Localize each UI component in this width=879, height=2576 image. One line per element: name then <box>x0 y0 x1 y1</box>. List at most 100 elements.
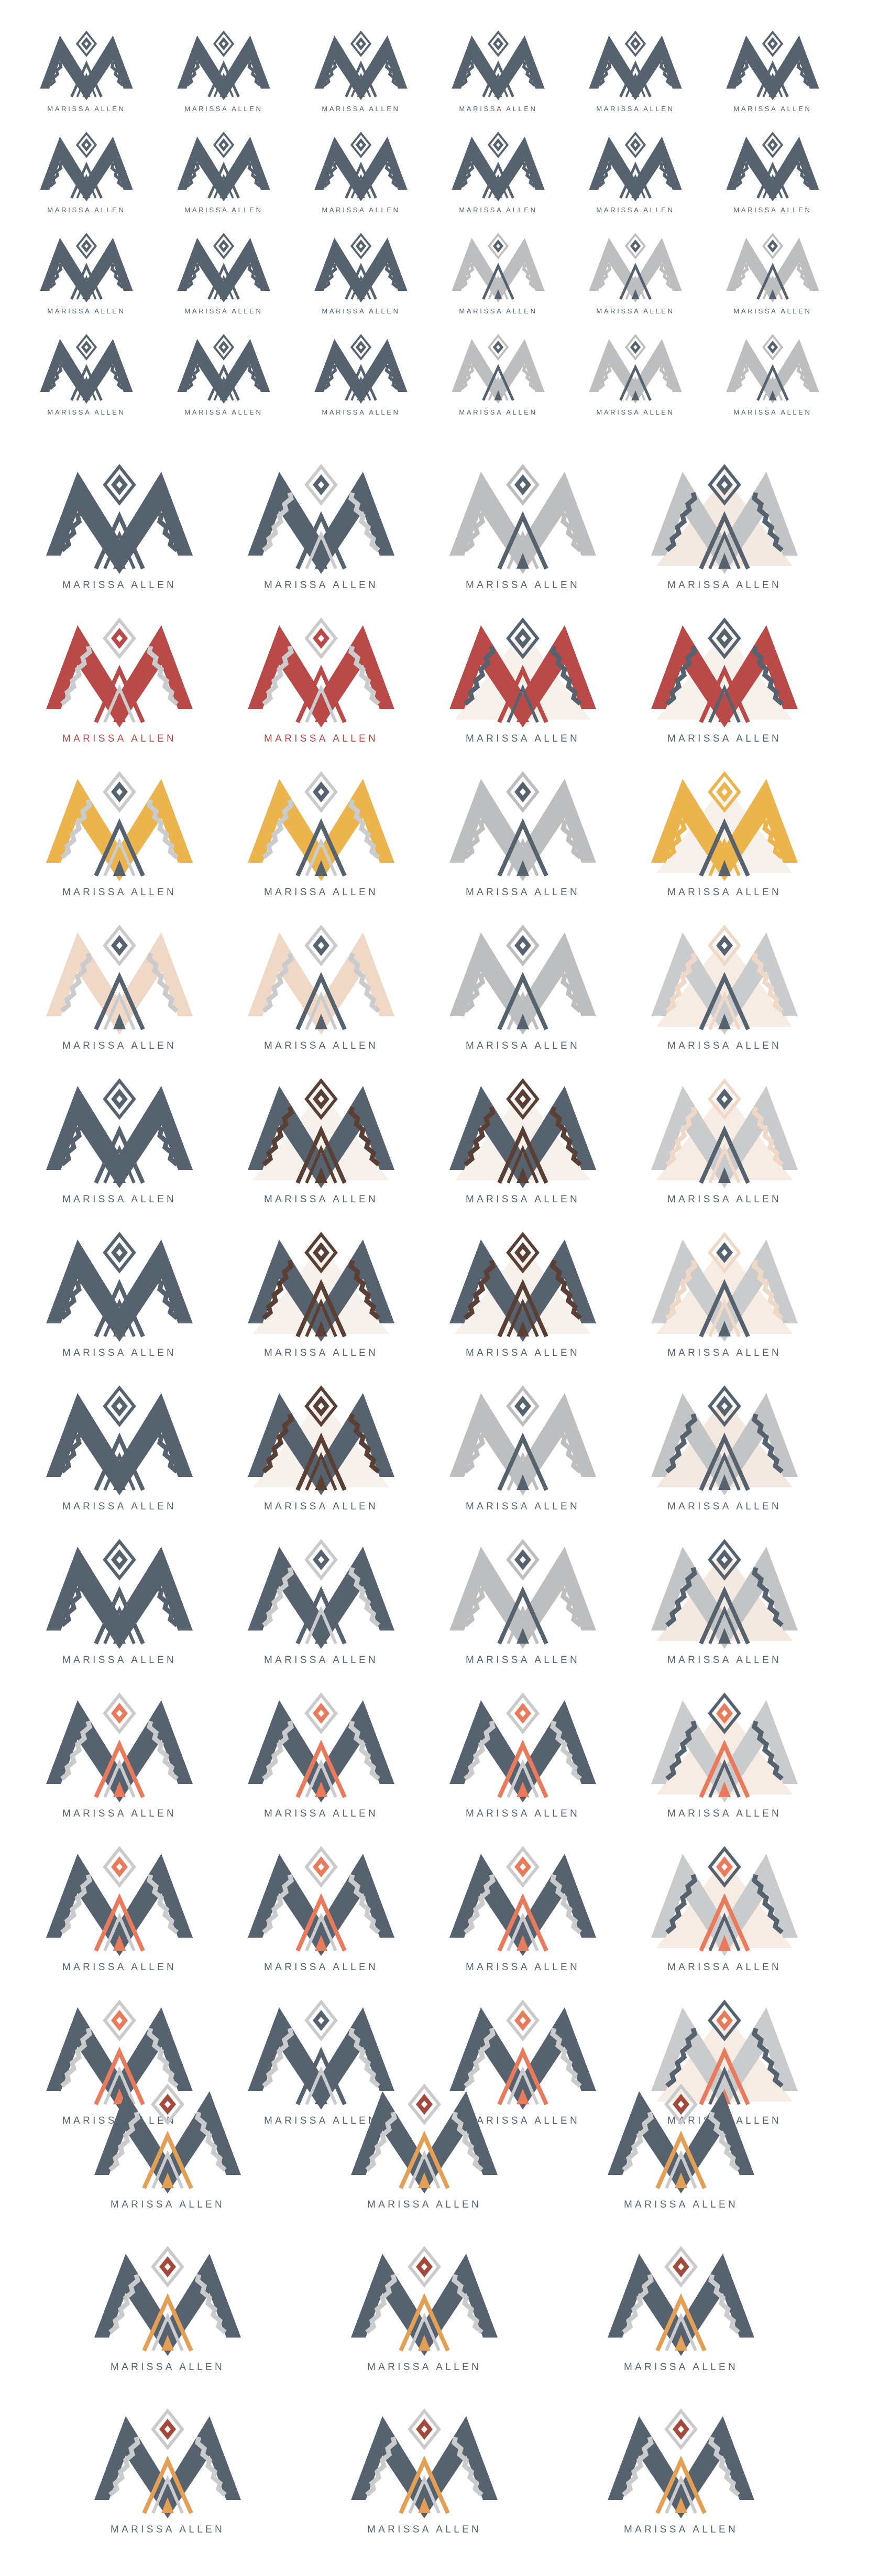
brand-wordmark: MARISSA ALLEN <box>367 2199 482 2210</box>
aztec-mountain-icon <box>444 1997 601 2112</box>
aztec-mountain-icon <box>646 768 803 884</box>
aztec-mountain-icon <box>37 29 136 102</box>
aztec-mountain-icon <box>41 615 198 730</box>
logo-variant-orange: MARISSA ALLEN <box>444 1690 601 1819</box>
brand-wordmark: MARISSA ALLEN <box>667 1808 782 1819</box>
brand-wordmark: MARISSA ALLEN <box>367 2362 482 2373</box>
aztec-mountain-icon <box>723 29 822 102</box>
logo-variant-slate: MARISSA ALLEN <box>448 29 548 113</box>
brand-wordmark: MARISSA ALLEN <box>47 206 126 214</box>
logo-variant-red: MARISSA ALLEN <box>41 615 198 744</box>
aztec-mountain-icon <box>602 2081 760 2196</box>
brand-wordmark: MARISSA ALLEN <box>465 1655 580 1666</box>
aztec-mountain-icon <box>311 29 411 102</box>
aztec-mountain-icon <box>602 2406 760 2521</box>
brand-wordmark: MARISSA ALLEN <box>465 733 580 744</box>
logo-variant-beige2: MARISSA ALLEN <box>646 1075 803 1205</box>
logo-variant-orange: MARISSA ALLEN <box>41 1843 198 1973</box>
logo-variant-orange: MARISSA ALLEN <box>444 1843 601 1973</box>
logo-variant-grey: MARISSA ALLEN <box>444 1536 601 1666</box>
logo-variant-slate: MARISSA ALLEN <box>586 29 685 113</box>
logo-variant-slate2: MARISSA ALLEN <box>243 1997 400 2126</box>
brand-wordmark: MARISSA ALLEN <box>263 733 379 744</box>
logo-variant-slate: MARISSA ALLEN <box>174 231 273 315</box>
brand-wordmark: MARISSA ALLEN <box>184 105 263 113</box>
logo-variant-slate: MARISSA ALLEN <box>41 1536 198 1666</box>
brand-wordmark: MARISSA ALLEN <box>667 1347 782 1358</box>
aztec-mountain-icon <box>41 922 198 1037</box>
logo-variant-grey2: MARISSA ALLEN <box>646 1383 803 1512</box>
brand-wordmark: MARISSA ALLEN <box>667 733 782 744</box>
brand-wordmark: MARISSA ALLEN <box>110 2524 225 2535</box>
logo-variant-slate2: MARISSA ALLEN <box>243 1536 400 1666</box>
brand-wordmark: MARISSA ALLEN <box>667 1040 782 1051</box>
brand-wordmark: MARISSA ALLEN <box>263 1655 379 1666</box>
logo-variant-grey2: MARISSA ALLEN <box>646 1536 803 1666</box>
logo-variant-slate2: MARISSA ALLEN <box>243 461 400 591</box>
brand-wordmark: MARISSA ALLEN <box>623 2524 739 2535</box>
logo-variant-multi: MARISSA ALLEN <box>346 2406 503 2535</box>
brand-wordmark: MARISSA ALLEN <box>459 307 537 316</box>
aztec-mountain-icon <box>37 332 136 405</box>
aztec-mountain-icon <box>723 332 822 405</box>
logo-variant-slate: MARISSA ALLEN <box>174 29 273 113</box>
logo-variant-orange: MARISSA ALLEN <box>444 1997 601 2126</box>
logo-variant-slate: MARISSA ALLEN <box>174 130 273 214</box>
brand-wordmark: MARISSA ALLEN <box>263 1962 379 1973</box>
logo-variant-orange: MARISSA ALLEN <box>41 1690 198 1819</box>
brand-wordmark: MARISSA ALLEN <box>322 408 400 417</box>
aztec-mountain-icon <box>646 1229 803 1344</box>
brand-wordmark: MARISSA ALLEN <box>733 105 812 113</box>
brand-wordmark: MARISSA ALLEN <box>62 1808 177 1819</box>
aztec-mountain-icon <box>41 1383 198 1498</box>
logo-variant-red2: MARISSA ALLEN <box>646 615 803 744</box>
brand-wordmark: MARISSA ALLEN <box>465 1347 580 1358</box>
brand-wordmark: MARISSA ALLEN <box>263 2115 379 2126</box>
aztec-mountain-icon <box>586 29 685 102</box>
aztec-mountain-icon <box>646 922 803 1037</box>
brand-wordmark: MARISSA ALLEN <box>465 1808 580 1819</box>
aztec-mountain-icon <box>243 1843 400 1959</box>
brand-wordmark: MARISSA ALLEN <box>62 1347 177 1358</box>
brand-wordmark: MARISSA ALLEN <box>465 1501 580 1512</box>
brand-wordmark: MARISSA ALLEN <box>465 2115 580 2126</box>
aztec-mountain-icon <box>586 332 685 405</box>
brand-wordmark: MARISSA ALLEN <box>667 1655 782 1666</box>
logo-variant-grey: MARISSA ALLEN <box>444 461 601 591</box>
brand-wordmark: MARISSA ALLEN <box>623 2199 739 2210</box>
aztec-mountain-icon <box>243 1229 400 1344</box>
aztec-mountain-icon <box>346 2081 503 2196</box>
logo-variant-slate: MARISSA ALLEN <box>37 130 136 214</box>
aztec-mountain-icon <box>89 2406 246 2521</box>
aztec-mountain-icon <box>243 922 400 1037</box>
aztec-mountain-icon <box>243 1997 400 2112</box>
aztec-mountain-icon <box>646 1690 803 1805</box>
aztec-mountain-icon <box>444 922 601 1037</box>
logo-variant-slate: MARISSA ALLEN <box>41 1229 198 1358</box>
logo-variant-brown: MARISSA ALLEN <box>243 1383 400 1512</box>
aztec-mountain-icon <box>89 2081 246 2196</box>
aztec-mountain-icon <box>646 1536 803 1651</box>
brand-wordmark: MARISSA ALLEN <box>263 1347 379 1358</box>
logo-variant-yellow2: MARISSA ALLEN <box>646 768 803 898</box>
logo-variant-multi: MARISSA ALLEN <box>89 2243 246 2373</box>
aztec-mountain-icon <box>444 1383 601 1498</box>
brand-wordmark: MARISSA ALLEN <box>184 408 263 417</box>
brand-wordmark: MARISSA ALLEN <box>596 206 675 214</box>
brand-wordmark: MARISSA ALLEN <box>459 105 537 113</box>
brand-wordmark: MARISSA ALLEN <box>62 1040 177 1051</box>
brand-wordmark: MARISSA ALLEN <box>623 2362 739 2373</box>
aztec-mountain-icon <box>444 1229 601 1344</box>
brand-wordmark: MARISSA ALLEN <box>465 1040 580 1051</box>
brand-wordmark: MARISSA ALLEN <box>47 408 126 417</box>
aztec-mountain-icon <box>243 461 400 577</box>
aztec-mountain-icon <box>311 231 411 304</box>
aztec-mountain-icon <box>723 231 822 304</box>
brand-wordmark: MARISSA ALLEN <box>596 307 675 316</box>
logo-variant-orange2: MARISSA ALLEN <box>646 1997 803 2126</box>
logo-variant-grey2: MARISSA ALLEN <box>646 461 803 591</box>
logo-variant-slate: MARISSA ALLEN <box>37 29 136 113</box>
logo-variant-orange: MARISSA ALLEN <box>243 1843 400 1973</box>
brand-wordmark: MARISSA ALLEN <box>465 1194 580 1205</box>
aztec-mountain-icon <box>346 2406 503 2521</box>
